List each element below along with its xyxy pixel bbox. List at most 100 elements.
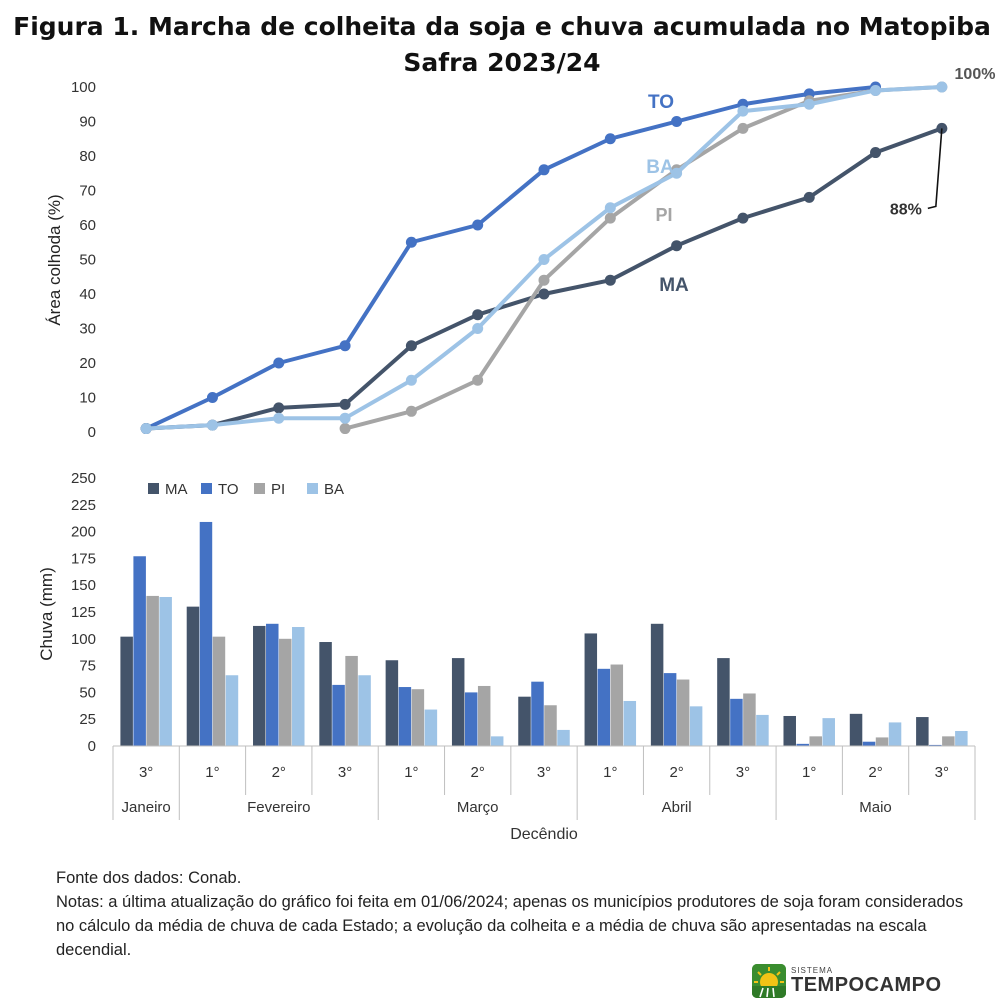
legend-label-ba: BA: [324, 481, 344, 498]
data-point-ba: [472, 323, 484, 334]
data-point-ba: [206, 419, 218, 431]
month-label: Janeiro: [122, 799, 171, 816]
line-y-tick-label: 20: [79, 355, 96, 372]
bar-pi: [345, 655, 358, 746]
bar-y-tick-label: 250: [71, 470, 96, 487]
data-point-pi: [339, 423, 351, 435]
bar-ba: [623, 700, 637, 746]
category-tick-label: 2°: [868, 764, 882, 781]
category-tick-label: 3°: [537, 764, 551, 781]
line-y-tick-label: 80: [79, 148, 96, 165]
bar-ba: [424, 709, 438, 746]
category-tick-label: 3°: [338, 764, 352, 781]
bar-ba: [888, 722, 902, 746]
bar-ba: [292, 627, 305, 746]
bar-ba: [955, 730, 968, 746]
bar-y-tick-label: 225: [71, 497, 96, 514]
bar-ba: [358, 675, 371, 746]
category-tick-label: 1°: [205, 764, 219, 781]
bar-ma: [518, 696, 531, 746]
category-tick-label: 3°: [139, 764, 153, 781]
line-y-axis-label: Área colhoda (%): [45, 194, 64, 325]
bar-to: [332, 684, 345, 746]
bar-y-tick-label: 25: [79, 711, 96, 728]
bar-ma: [385, 660, 399, 746]
data-point-ma: [273, 402, 285, 414]
annotation-100-percent: 100%: [955, 66, 996, 83]
bar-to: [199, 521, 213, 746]
data-point-ma: [538, 288, 550, 300]
line-y-tick-label: 100: [71, 79, 96, 96]
bar-y-tick-label: 50: [79, 684, 96, 701]
x-axis-label: Decêndio: [510, 826, 578, 843]
bar-y-tick-label: 150: [71, 577, 96, 594]
bar-ba: [689, 706, 703, 746]
data-point-pi: [538, 274, 550, 286]
line-y-tick-label: 70: [79, 183, 96, 200]
bar-ba: [557, 729, 570, 746]
data-point-pi: [472, 374, 484, 386]
category-tick-label: 2°: [471, 764, 485, 781]
data-point-ba: [538, 254, 550, 265]
category-tick-label: 1°: [603, 764, 617, 781]
data-point-to: [339, 340, 351, 352]
series-line-to: [145, 85, 876, 431]
bar-ba: [822, 718, 835, 746]
bar-y-tick-label: 100: [71, 631, 96, 648]
data-point-ba: [671, 167, 683, 179]
data-point-ba: [604, 202, 616, 214]
data-point-ba: [405, 374, 417, 386]
tempocampo-logo: SISTEMA TEMPOCAMPO: [752, 964, 942, 998]
data-point-pi: [405, 405, 417, 417]
bar-pi: [942, 736, 955, 746]
data-point-ba: [936, 81, 948, 93]
data-point-to: [206, 392, 218, 403]
line-y-tick-label: 30: [79, 321, 96, 338]
data-point-ma: [472, 309, 484, 321]
bar-to: [133, 556, 146, 746]
bar-to: [663, 673, 677, 746]
logo-small-text: SISTEMA: [791, 966, 834, 975]
bar-y-tick-label: 0: [88, 738, 96, 755]
bar-pi: [809, 736, 822, 746]
category-tick-label: 3°: [935, 764, 949, 781]
bar-pi: [279, 638, 292, 746]
legend-label-to: TO: [218, 481, 239, 498]
annotation-88-percent: 88%: [890, 201, 922, 218]
bar-ma: [584, 633, 598, 746]
data-point-ma: [405, 340, 417, 352]
data-point-ma: [870, 147, 882, 159]
bar-ma: [319, 642, 332, 746]
bar-pi: [875, 737, 889, 746]
line-y-tick-label: 50: [79, 252, 96, 269]
logo-big-text: TEMPOCAMPO: [791, 974, 942, 996]
bar-y-tick-label: 75: [79, 658, 96, 675]
data-point-ba: [339, 412, 351, 424]
bar-ma: [451, 658, 465, 746]
bar-to: [266, 623, 279, 746]
legend-swatch-ma: [148, 483, 159, 494]
category-tick-label: 2°: [272, 764, 286, 781]
series-label-pi: PI: [655, 205, 672, 225]
legend-label-ma: MA: [165, 481, 188, 498]
bar-to: [796, 743, 809, 746]
category-tick-label: 1°: [404, 764, 418, 781]
data-point-ma: [339, 398, 351, 410]
bar-ma: [650, 623, 664, 746]
bar-ba: [756, 714, 769, 746]
series-label-ma: MA: [659, 275, 689, 296]
chart-title: Figura 1. Marcha de colheita da soja e c…: [13, 12, 991, 41]
bar-ma: [186, 606, 200, 746]
chart-area: 0 10 20 30 40 50 60 70 80 90 100 Área colhoda (%) TO…: [37, 66, 996, 843]
bar-pi: [411, 689, 425, 746]
bar-ma: [783, 715, 796, 746]
bar-y-tick-label: 175: [71, 550, 96, 567]
bar-ma: [120, 636, 133, 746]
bar-to: [862, 741, 876, 746]
bar-to: [531, 681, 544, 746]
bar-ba: [159, 596, 172, 746]
data-point-to: [671, 116, 683, 127]
bar-pi: [544, 705, 557, 746]
bar-ma: [916, 717, 929, 746]
line-y-tick-label: 10: [79, 390, 96, 407]
